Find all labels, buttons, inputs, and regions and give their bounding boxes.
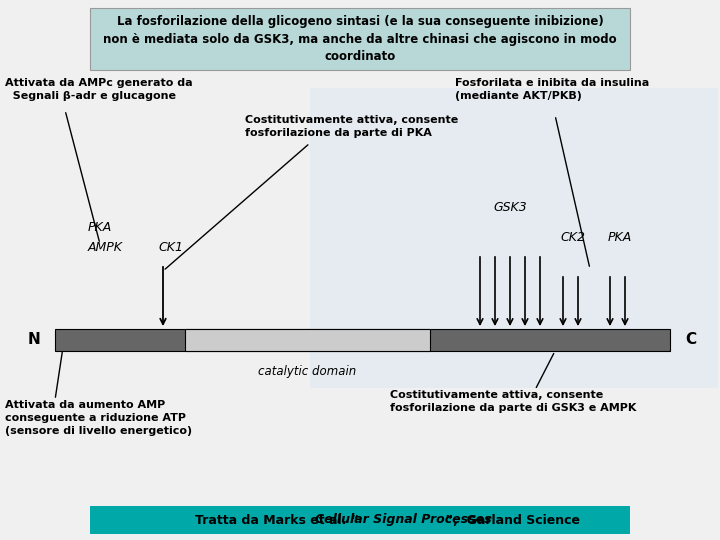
Text: ”,  Garland Science: ”, Garland Science [445,514,580,526]
FancyBboxPatch shape [310,88,718,388]
Text: Costitutivamente attiva, consente
fosforilazione da parte di GSK3 e AMPK: Costitutivamente attiva, consente fosfor… [390,390,636,413]
Text: GSK3: GSK3 [493,201,527,214]
FancyBboxPatch shape [90,506,630,534]
Text: Tratta da Marks et al. “: Tratta da Marks et al. “ [195,514,359,526]
Bar [55,329,670,351]
Text: Costitutivamente attiva, consente
fosforilazione da parte di PKA: Costitutivamente attiva, consente fosfor… [245,115,458,138]
Text: catalytic domain: catalytic domain [258,365,356,378]
Text: Fosforilata e inibita da insulina
(mediante AKT/PKB): Fosforilata e inibita da insulina (media… [455,78,649,101]
Text: PKA: PKA [608,231,632,244]
Text: Cellular Signal Processes: Cellular Signal Processes [315,514,492,526]
Text: Attivata da AMPc generato da
  Segnali β-adr e glucagone: Attivata da AMPc generato da Segnali β-a… [5,78,193,101]
Text: Attivata da aumento AMP
conseguente a riduzione ATP
(sensore di livello energeti: Attivata da aumento AMP conseguente a ri… [5,400,192,436]
FancyBboxPatch shape [90,8,630,70]
Text: CK2: CK2 [560,231,585,244]
Text: N: N [27,333,40,348]
Bar [185,329,430,351]
Text: C: C [685,333,696,348]
Text: La fosforilazione della glicogeno sintasi (e la sua conseguente inibizione)
non : La fosforilazione della glicogeno sintas… [103,15,617,64]
Text: PKA: PKA [88,221,112,234]
Text: AMPK: AMPK [88,241,123,254]
Text: CK1: CK1 [158,241,183,254]
